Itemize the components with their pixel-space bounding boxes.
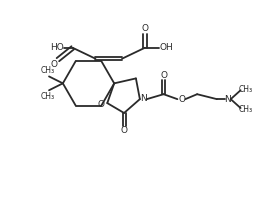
Text: N: N: [224, 95, 231, 104]
Text: CH₃: CH₃: [41, 92, 55, 101]
Text: O: O: [51, 60, 57, 69]
Text: HO: HO: [50, 43, 64, 52]
Text: OH: OH: [160, 43, 174, 52]
Text: O: O: [160, 71, 167, 80]
Text: CH₃: CH₃: [239, 105, 253, 114]
Text: CH₃: CH₃: [41, 66, 55, 75]
Text: CH₃: CH₃: [239, 85, 253, 94]
Text: O: O: [121, 126, 128, 135]
Text: N: N: [140, 94, 147, 103]
Text: O: O: [179, 95, 186, 104]
Text: O: O: [141, 24, 148, 32]
Text: O: O: [98, 100, 105, 109]
